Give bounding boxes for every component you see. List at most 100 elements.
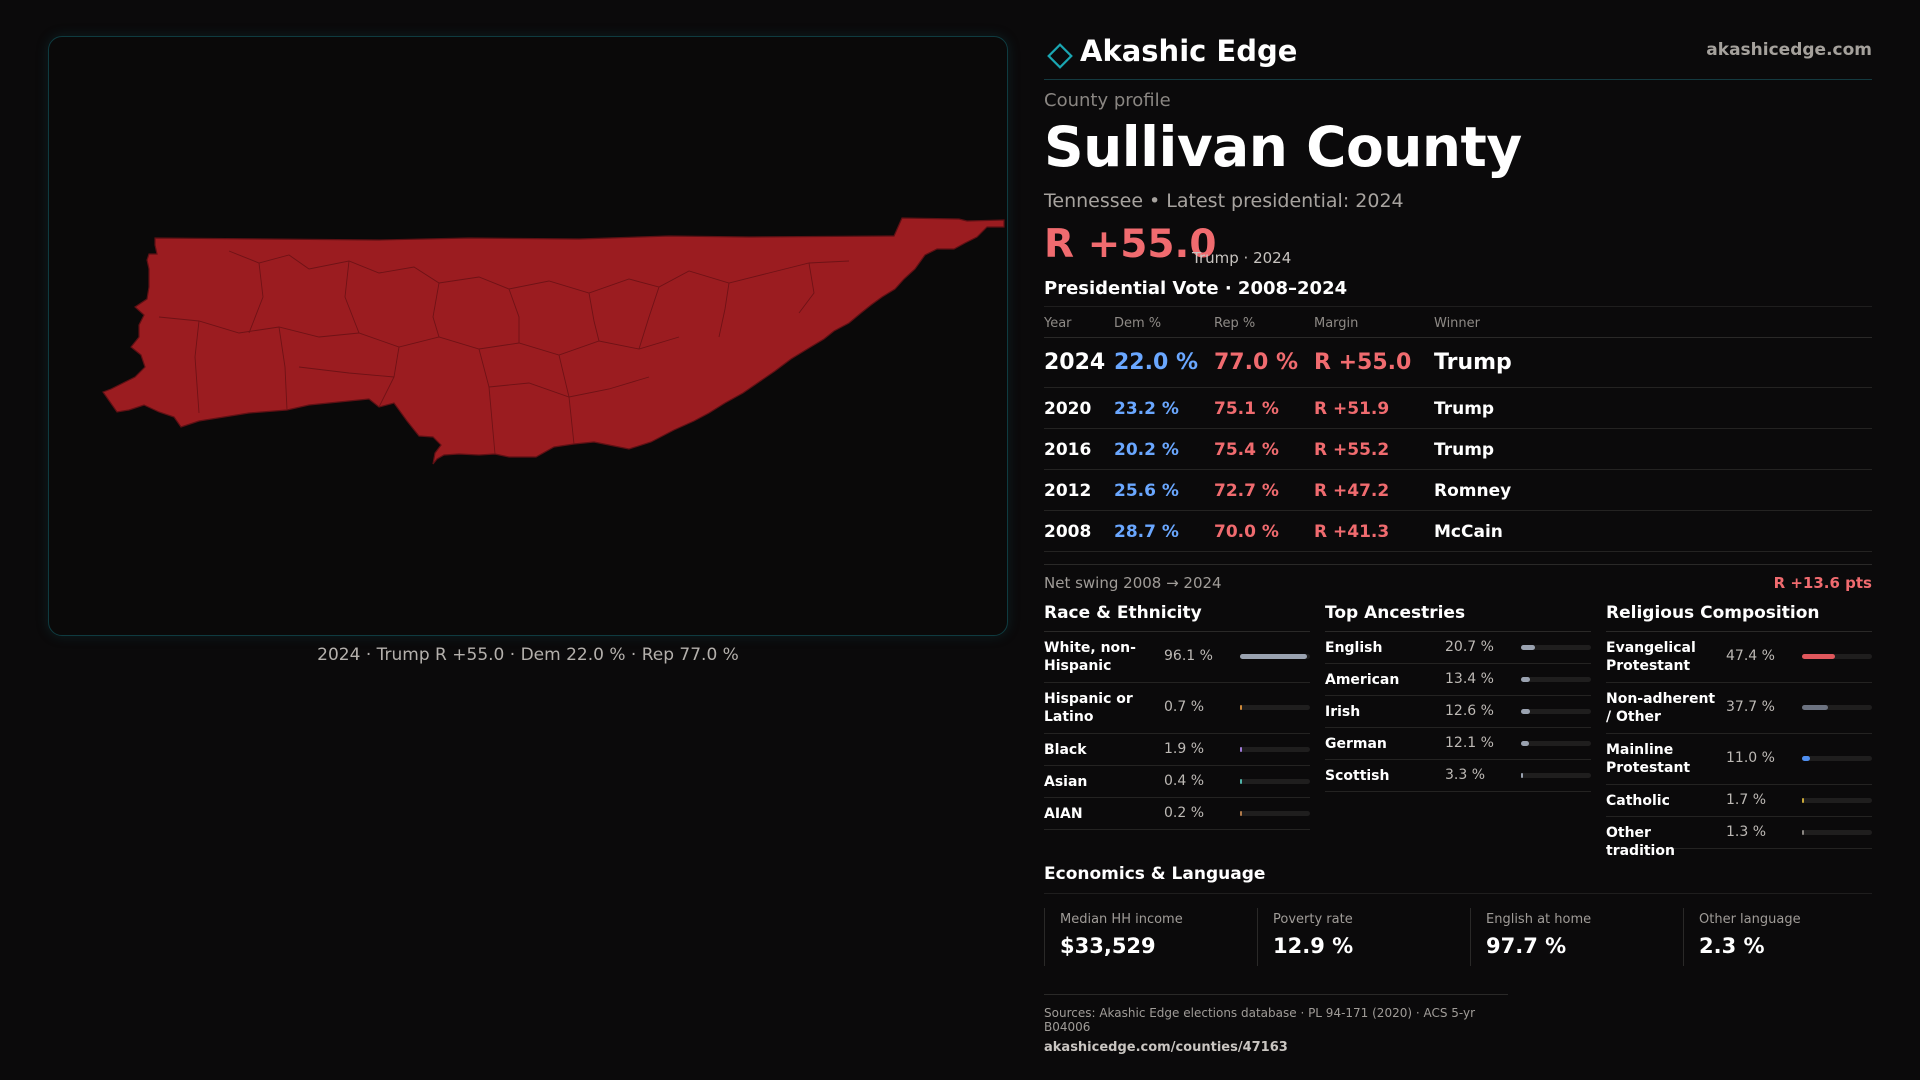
bar-track bbox=[1240, 811, 1310, 816]
race-ethnicity-panel: Race & Ethnicity White, non-Hispanic 96.… bbox=[1044, 600, 1310, 830]
cell-margin: R +41.3 bbox=[1314, 522, 1390, 542]
county-page-link[interactable]: akashicedge.com/counties/47163 bbox=[1044, 1040, 1288, 1055]
table-row: 2012 25.6 % 72.7 % R +47.2 Romney bbox=[1044, 470, 1872, 511]
cell-year: 2012 bbox=[1044, 481, 1092, 501]
econ-label: Median HH income bbox=[1060, 912, 1183, 927]
item-value: 12.6 % bbox=[1445, 703, 1494, 719]
list-item: White, non-Hispanic 96.1 % bbox=[1044, 632, 1310, 683]
brand-name: Akashic Edge bbox=[1080, 34, 1298, 68]
cell-year: 2008 bbox=[1044, 522, 1092, 542]
bar-track bbox=[1521, 709, 1591, 714]
item-value: 13.4 % bbox=[1445, 671, 1494, 687]
bar-track bbox=[1521, 741, 1591, 746]
sources-footer: Sources: Akashic Edge elections database… bbox=[1044, 994, 1508, 1055]
item-value: 0.4 % bbox=[1164, 773, 1205, 789]
religion-panel: Religious Composition Evangelical Protes… bbox=[1606, 600, 1872, 859]
county-subtitle: Tennessee • Latest presidential: 2024 bbox=[1044, 190, 1404, 212]
economics-title: Economics & Language bbox=[1044, 864, 1872, 894]
net-swing-value: R +13.6 pts bbox=[1773, 574, 1872, 592]
econ-label: Other language bbox=[1699, 912, 1801, 927]
item-label: German bbox=[1325, 736, 1387, 752]
bar-track bbox=[1240, 705, 1310, 710]
item-value: 11.0 % bbox=[1726, 750, 1775, 766]
econ-card-poverty: Poverty rate 12.9 % bbox=[1257, 908, 1457, 966]
item-label: Mainline Protestant bbox=[1606, 742, 1691, 776]
col-rep-header: Rep % bbox=[1214, 316, 1256, 331]
cell-winner: Romney bbox=[1434, 481, 1512, 501]
item-label: Non-adherent / Other bbox=[1606, 691, 1716, 725]
net-swing-label: Net swing 2008 → 2024 bbox=[1044, 574, 1222, 592]
bar-fill bbox=[1240, 747, 1242, 752]
latest-margin: R +55.0 bbox=[1044, 222, 1217, 267]
bar-track bbox=[1521, 677, 1591, 682]
list-item: Evangelical Protestant 47.4 % bbox=[1606, 632, 1872, 683]
cell-margin: R +51.9 bbox=[1314, 399, 1390, 419]
item-label: Evangelical Protestant bbox=[1606, 640, 1696, 674]
item-value: 12.1 % bbox=[1445, 735, 1494, 751]
table-row: 2024 22.0 % 77.0 % R +55.0 Trump bbox=[1044, 338, 1872, 388]
item-label: English bbox=[1325, 640, 1383, 656]
bar-fill bbox=[1802, 756, 1810, 761]
item-label: American bbox=[1325, 672, 1400, 688]
item-value: 37.7 % bbox=[1726, 699, 1775, 715]
cell-dem: 22.0 % bbox=[1114, 350, 1198, 375]
brand-url-link[interactable]: akashicedge.com bbox=[1706, 40, 1872, 60]
bar-track bbox=[1802, 654, 1872, 659]
list-item: Asian 0.4 % bbox=[1044, 766, 1310, 798]
bar-track bbox=[1802, 830, 1872, 835]
cell-winner: Trump bbox=[1434, 399, 1495, 419]
item-label: Scottish bbox=[1325, 768, 1390, 784]
item-label: Irish bbox=[1325, 704, 1361, 720]
bar-track bbox=[1240, 779, 1310, 784]
cell-margin: R +47.2 bbox=[1314, 481, 1390, 501]
econ-value: 12.9 % bbox=[1273, 934, 1354, 958]
table-row: 2016 20.2 % 75.4 % R +55.2 Trump bbox=[1044, 429, 1872, 470]
bar-fill bbox=[1521, 645, 1535, 650]
item-value: 0.2 % bbox=[1164, 805, 1205, 821]
cell-year: 2024 bbox=[1044, 350, 1106, 375]
cell-rep: 75.4 % bbox=[1214, 440, 1279, 460]
diamond-logo-icon bbox=[1047, 43, 1073, 69]
header: Akashic Edge akashicedge.com bbox=[1044, 32, 1872, 80]
bar-track bbox=[1240, 654, 1310, 659]
ancestries-panel: Top Ancestries English 20.7 % American 1… bbox=[1325, 600, 1591, 792]
vote-table: Year Dem % Rep % Margin Winner 2024 22.0… bbox=[1044, 306, 1872, 552]
cell-dem: 20.2 % bbox=[1114, 440, 1179, 460]
list-item: Mainline Protestant 11.0 % bbox=[1606, 734, 1872, 785]
col-winner-header: Winner bbox=[1434, 316, 1481, 331]
bar-track bbox=[1802, 798, 1872, 803]
net-swing: Net swing 2008 → 2024 R +13.6 pts bbox=[1044, 564, 1872, 594]
item-label: Other tradition bbox=[1606, 825, 1675, 859]
list-item: Catholic 1.7 % bbox=[1606, 785, 1872, 817]
district-lines bbox=[158, 250, 850, 455]
sources-line: Sources: Akashic Edge elections database… bbox=[1044, 1006, 1476, 1034]
item-value: 3.3 % bbox=[1445, 767, 1486, 783]
item-label: Asian bbox=[1044, 774, 1088, 790]
econ-value: 97.7 % bbox=[1486, 934, 1567, 958]
bar-fill bbox=[1240, 779, 1242, 784]
cell-rep: 70.0 % bbox=[1214, 522, 1279, 542]
bar-fill bbox=[1521, 741, 1529, 746]
item-label: White, non-Hispanic bbox=[1044, 640, 1136, 674]
bar-fill bbox=[1802, 705, 1828, 710]
bar-track bbox=[1802, 705, 1872, 710]
econ-label: Poverty rate bbox=[1273, 912, 1353, 927]
map-caption: 2024 · Trump R +55.0 · Dem 22.0 % · Rep … bbox=[317, 645, 739, 665]
econ-value: 2.3 % bbox=[1699, 934, 1765, 958]
bar-fill bbox=[1802, 830, 1804, 835]
item-value: 0.7 % bbox=[1164, 699, 1205, 715]
list-item: Irish 12.6 % bbox=[1325, 696, 1591, 728]
profile-panel: Akashic Edge akashicedge.com County prof… bbox=[1044, 0, 1872, 1080]
table-row: 2008 28.7 % 70.0 % R +41.3 McCain bbox=[1044, 511, 1872, 552]
race-title: Race & Ethnicity bbox=[1044, 600, 1310, 632]
list-item: AIAN 0.2 % bbox=[1044, 798, 1310, 830]
cell-winner: Trump bbox=[1434, 440, 1495, 460]
item-label: AIAN bbox=[1044, 806, 1083, 822]
cell-year: 2020 bbox=[1044, 399, 1092, 419]
list-item: English 20.7 % bbox=[1325, 632, 1591, 664]
bar-fill bbox=[1802, 654, 1835, 659]
bar-track bbox=[1521, 773, 1591, 778]
profile-kicker: County profile bbox=[1044, 90, 1171, 111]
cell-winner: McCain bbox=[1434, 522, 1503, 542]
item-label: Black bbox=[1044, 742, 1087, 758]
